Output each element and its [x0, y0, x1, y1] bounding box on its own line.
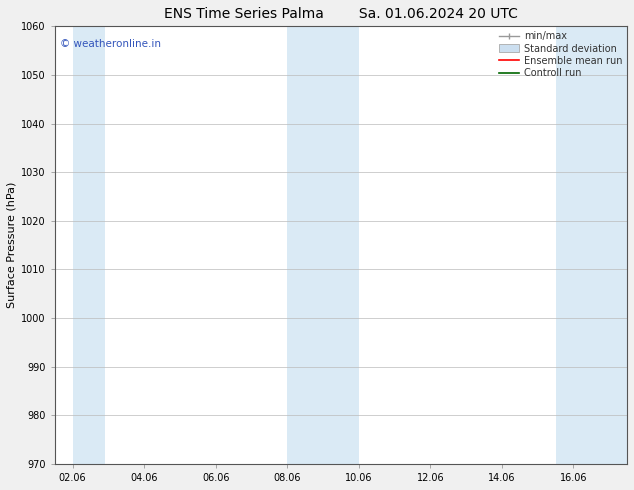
Legend: min/max, Standard deviation, Ensemble mean run, Controll run: min/max, Standard deviation, Ensemble me…	[498, 29, 624, 80]
Bar	[555, 26, 627, 464]
Bar	[73, 26, 105, 464]
Text: © weatheronline.in: © weatheronline.in	[60, 39, 162, 49]
Title: ENS Time Series Palma        Sa. 01.06.2024 20 UTC: ENS Time Series Palma Sa. 01.06.2024 20 …	[164, 7, 518, 21]
Y-axis label: Surface Pressure (hPa): Surface Pressure (hPa)	[7, 182, 17, 308]
Bar	[287, 26, 359, 464]
